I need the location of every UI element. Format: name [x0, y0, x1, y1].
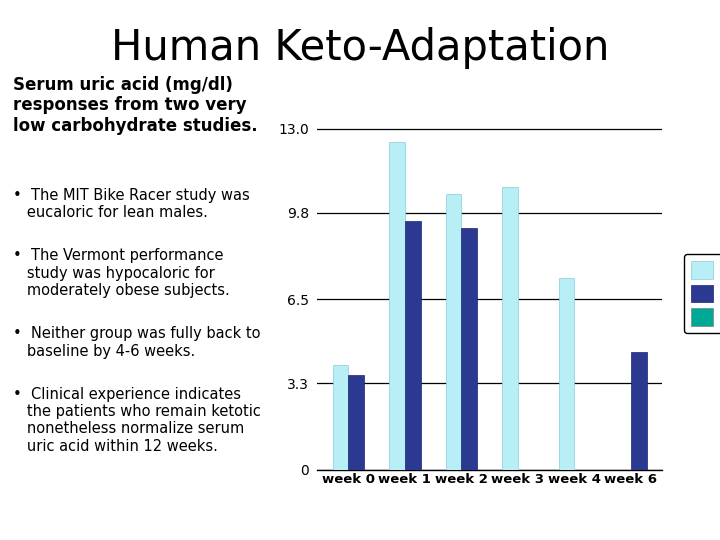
- Bar: [405, 221, 420, 470]
- Bar: [559, 278, 575, 470]
- Bar: [333, 365, 348, 470]
- Text: •  The Vermont performance
   study was hypocaloric for
   moderately obese subj: • The Vermont performance study was hypo…: [13, 248, 230, 298]
- Bar: [348, 375, 364, 470]
- Text: •  Neither group was fully back to
   baseline by 4-6 weeks.: • Neither group was fully back to baseli…: [13, 326, 261, 359]
- Text: Human Keto-Adaptation: Human Keto-Adaptation: [111, 27, 609, 69]
- Bar: [502, 186, 518, 470]
- Bar: [631, 352, 647, 470]
- Text: •  Clinical experience indicates
   the patients who remain ketotic
   nonethele: • Clinical experience indicates the pati…: [13, 387, 261, 454]
- Bar: [446, 194, 462, 470]
- Legend: MIT, VT, 3-D C: MIT, VT, 3-D C: [684, 254, 720, 333]
- Text: •  The MIT Bike Racer study was
   eucaloric for lean males.: • The MIT Bike Racer study was eucaloric…: [13, 188, 250, 220]
- Text: Serum uric acid (mg/dl)
responses from two very
low carbohydrate studies.: Serum uric acid (mg/dl) responses from t…: [13, 76, 258, 135]
- Bar: [389, 142, 405, 470]
- Bar: [462, 228, 477, 470]
